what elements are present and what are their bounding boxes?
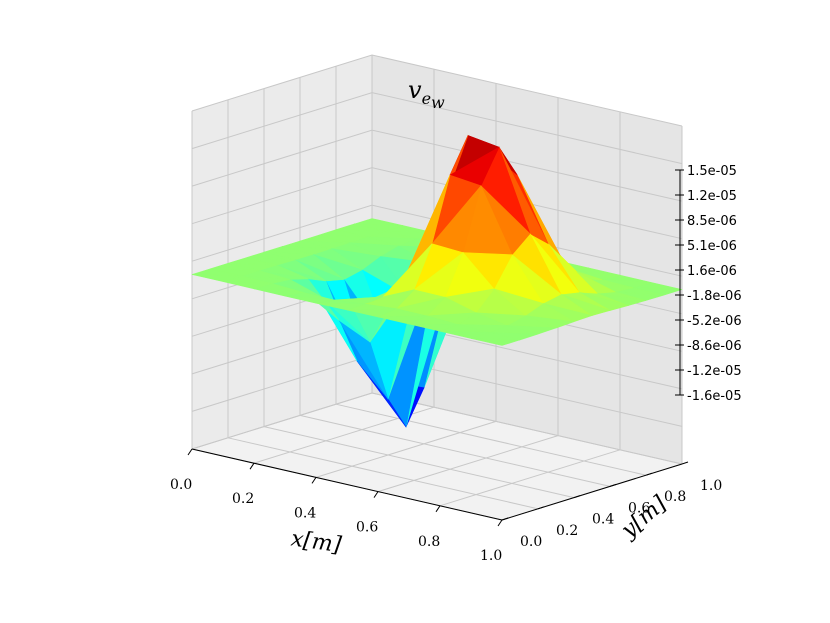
wall-grid-z [191,129,683,202]
wall-grid-z [191,392,683,465]
x-tick-mark [373,491,379,498]
surface-triangle [284,295,335,304]
y-tick-label: 0.0 [520,534,542,550]
x-tick-label: 0.8 [418,534,440,550]
y-tick-mark [645,472,653,476]
y-tick-label: 0.6 [628,500,650,516]
surface-triangle [470,338,521,346]
y-tick-mark [681,461,689,465]
x-axis-ticks: 0.0 0.2 0.4 0.6 0.8 1.0 [170,448,503,564]
x-tick-label: 0.4 [294,505,316,521]
floor-grid-y [335,403,647,476]
z-tick-label: -8.6e-06 [687,339,742,354]
x-tick-mark [311,477,317,484]
floor-grid-y [299,414,611,487]
x-tick-label: 0.6 [356,520,378,536]
wall-grid-z [191,54,683,127]
chart-title: vew [408,76,445,112]
x-axis-label: x[m] [289,526,343,558]
floor-grid-x [315,420,497,478]
x-tick-mark [249,462,255,470]
y-tick-mark [537,506,545,510]
z-tick-label: -5.2e-06 [687,314,742,329]
surface-triangle [377,315,428,325]
floor-grid-y [263,426,575,499]
title-base: v [408,76,422,104]
y-tick-label: 0.2 [556,523,578,539]
surface-triangle [439,330,490,339]
z-tick-label: 8.5e-06 [687,214,737,229]
z-tick-label: -1.2e-05 [687,364,742,379]
wall-grid-z [191,167,683,240]
surface-mesh [191,134,683,428]
wall-grid-z [191,204,683,277]
z-axis-ticks: -1.6e-05 -1.2e-05 -8.6e-06 -5.2e-06 -1.8e-06… [675,164,742,404]
y-tick-mark [609,483,617,487]
floor-grid-x [439,449,621,507]
surface-triangle [191,274,242,282]
floor-pane [192,393,682,520]
title-subsubscript: w [431,93,445,112]
x-tick-mark [497,519,503,527]
z-tick-label: 1.2e-05 [687,189,737,204]
z-tick-label: -1.8e-06 [687,289,742,304]
x-axis-line [191,448,503,521]
x-tick-label: 1.0 [480,548,502,564]
z-tick-label: 5.1e-06 [687,239,737,254]
floor-grid-y [227,437,539,510]
y-tick-label: 1.0 [700,478,722,494]
surface-triangle [253,288,304,297]
x-tick-mark [435,505,441,513]
surface-triangle [408,323,459,332]
x-tick-label: 0.0 [170,477,192,493]
surface-triangle [346,308,397,318]
surface-triangle [222,281,273,290]
surface-triangle [315,302,366,311]
x-tick-label: 0.2 [232,491,254,507]
title-subscript: e [422,89,431,108]
z-tick-label: 1.5e-05 [687,164,737,179]
y-tick-mark [501,517,509,521]
y-tick-label: 0.4 [592,512,614,528]
y-tick-label: 0.8 [664,489,686,505]
floor-grid-x [377,435,559,493]
z-tick-label: 1.6e-06 [687,264,737,279]
z-tick-label: -1.6e-05 [687,389,742,404]
y-tick-mark [573,495,581,499]
y-axis-ticks: 0.0 0.2 0.4 0.6 0.8 1.0 [501,461,722,550]
wall-grid-z [191,92,683,165]
x-tick-mark [187,448,193,456]
